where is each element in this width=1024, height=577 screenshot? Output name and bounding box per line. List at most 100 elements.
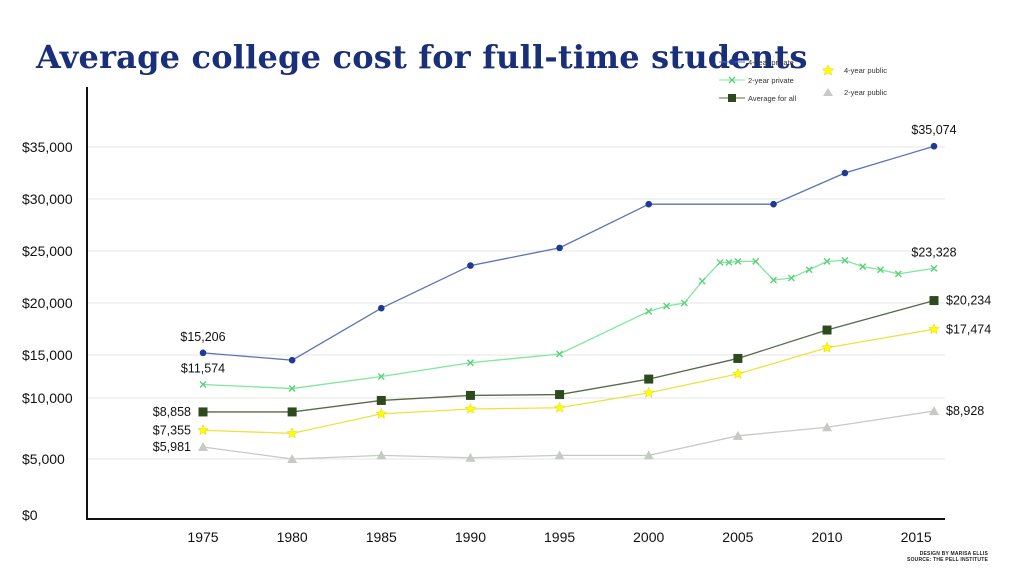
data-point-square	[376, 395, 386, 405]
data-point-x	[823, 257, 831, 265]
data-point-circle	[930, 142, 938, 150]
data-point-star	[553, 401, 566, 413]
x-tick-label: 1980	[277, 529, 308, 545]
data-point-x	[288, 385, 296, 393]
data-point-square	[644, 374, 654, 384]
data-label: $15,206	[180, 330, 225, 344]
data-point-star	[928, 323, 940, 335]
data-point-x	[752, 257, 760, 265]
credit-design: DESIGN BY MARISA ELLIS	[919, 551, 988, 557]
y-tick-label: $35,000	[22, 139, 73, 155]
x-tick-label: 2005	[722, 529, 753, 545]
legend-swatch-circle	[719, 59, 745, 65]
series-line	[203, 299, 935, 413]
data-point-x	[377, 373, 385, 380]
data-point-star	[464, 402, 477, 414]
y-tick-label: $10,000	[22, 390, 73, 406]
data-point-x	[466, 359, 474, 367]
data-point-x	[841, 256, 849, 264]
data-point-square	[929, 296, 939, 306]
legend-swatch-star	[821, 65, 835, 75]
data-label: $35,074	[911, 123, 956, 137]
legend-label: 2-year private	[748, 76, 794, 85]
data-point-x	[770, 276, 778, 284]
legend-label: Average for all	[748, 94, 797, 103]
data-point-triangle	[198, 442, 208, 452]
data-point-x	[894, 270, 902, 278]
data-labels: $15,206 $35,074 $11,574 $23,328 $8,858 $20,23…	[153, 123, 991, 454]
data-point-square	[465, 390, 475, 400]
x-tick-label: 2015	[901, 529, 932, 545]
data-point-x	[859, 263, 867, 271]
data-point-triangle	[465, 452, 476, 462]
series-line	[202, 328, 935, 435]
data-point-x	[930, 264, 938, 272]
data-label: $11,574	[181, 361, 225, 375]
y-tick-label: $30,000	[22, 191, 73, 207]
legend-swatch-square	[719, 94, 745, 102]
data-label: $7,355	[153, 423, 191, 437]
data-point-star	[286, 427, 298, 439]
data-label: $17,474	[946, 322, 991, 336]
series-line	[202, 410, 935, 460]
legend-label: 2-year public	[844, 88, 887, 97]
axis-ticks: $0 $5,000 $10,000 $15,000 $20,000 $25,000 $30,…	[22, 139, 932, 545]
x-tick-label: 2010	[811, 529, 842, 545]
y-tick-label: $5,000	[22, 451, 65, 467]
y-tick-label: $20,000	[22, 295, 73, 311]
data-point-star	[821, 341, 833, 353]
data-point-x	[787, 274, 795, 282]
data-point-circle	[377, 304, 385, 312]
x-tick-label: 1990	[455, 529, 486, 545]
data-point-circle	[556, 244, 563, 252]
data-label: $5,981	[153, 440, 191, 454]
credits: DESIGN BY MARISA ELLIS SOURCE: THE PELL …	[907, 551, 988, 563]
y-tick-label: $0	[22, 507, 38, 523]
data-point-square	[822, 325, 832, 335]
data-point-star	[732, 367, 744, 379]
data-label: $8,858	[153, 405, 191, 419]
x-tick-label: 1975	[187, 529, 218, 545]
data-point-x	[199, 380, 207, 388]
data-point-x	[725, 258, 733, 266]
data-point-star	[642, 386, 655, 398]
chart-legend: 4-year private 2-year private Average fo…	[718, 52, 918, 112]
chart-title: Average college cost for full-time stude…	[36, 38, 808, 76]
legend-swatch-x	[719, 76, 745, 84]
data-point-square	[555, 390, 565, 400]
data-label: $23,328	[911, 245, 956, 259]
data-point-x	[663, 302, 671, 310]
data-point-x	[716, 258, 724, 266]
data-point-x	[805, 266, 813, 274]
x-tick-label: 1985	[366, 529, 397, 545]
data-point-circle	[770, 200, 777, 208]
x-tick-label: 1995	[544, 529, 575, 545]
data-point-x	[698, 277, 706, 285]
data-point-circle	[645, 200, 653, 208]
axes	[86, 87, 945, 520]
data-label: $8,928	[946, 404, 984, 418]
data-point-triangle	[929, 406, 939, 416]
y-tick-label: $25,000	[22, 243, 73, 259]
data-point-square	[287, 407, 297, 417]
data-point-x	[645, 307, 653, 315]
data-point-circle	[841, 169, 849, 177]
data-point-square	[733, 353, 743, 363]
legend-swatch-triangle	[823, 88, 833, 96]
data-point-circle	[467, 262, 474, 269]
data-point-star	[375, 407, 388, 419]
data-point-triangle	[732, 430, 743, 440]
data-point-circle	[288, 356, 296, 364]
series-line	[202, 259, 935, 390]
legend-label: 4-year private	[748, 58, 794, 67]
data-point-circle	[199, 349, 207, 357]
x-tick-label: 2000	[633, 529, 664, 545]
data-point-triangle	[822, 422, 833, 432]
data-point-star	[197, 424, 209, 436]
legend-label: 4-year public	[844, 66, 887, 75]
data-point-x	[556, 350, 564, 358]
series-layer	[197, 142, 940, 463]
data-point-triangle	[287, 454, 298, 463]
credit-source: SOURCE: THE PELL INSTITUTE	[907, 557, 988, 563]
